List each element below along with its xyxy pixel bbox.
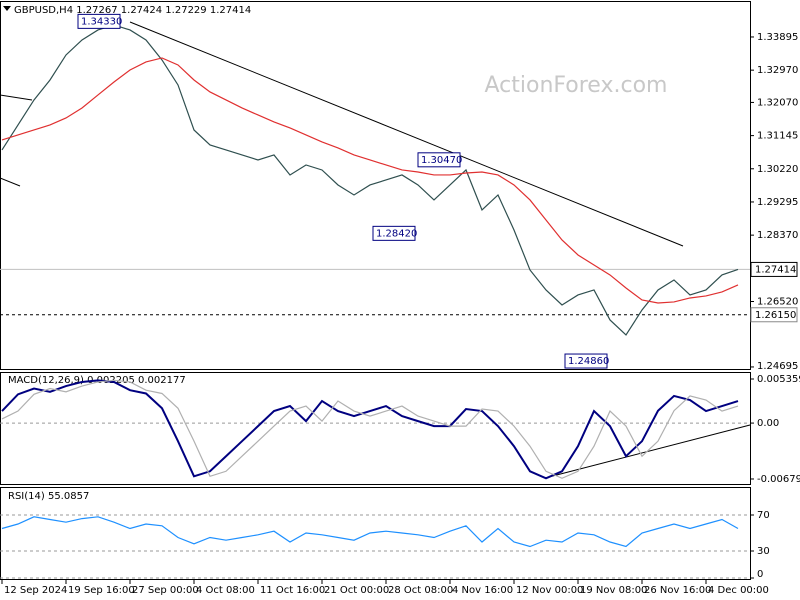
x-tick-label: 4 Oct 08:00 — [196, 585, 255, 596]
y-tick-label: 1.32970 — [757, 65, 798, 76]
y-tick-label: 1.29295 — [757, 197, 798, 208]
y-tick-label: 0 — [757, 569, 763, 580]
series-line — [1, 24, 739, 336]
y-tick-label: 1.28370 — [757, 230, 798, 241]
x-tick-label: 4 Nov 16:00 — [452, 585, 513, 596]
annotation-box — [417, 152, 461, 168]
series-line — [1, 379, 739, 480]
x-tick-label: 19 Sep 16:00 — [68, 585, 135, 596]
trend-line — [0, 94, 33, 101]
series-line — [1, 57, 739, 304]
y-tick-label: 1.31145 — [757, 131, 798, 142]
y-tick-label: 0.005359 — [757, 374, 800, 385]
y-tick-label: 1.32070 — [757, 97, 798, 108]
price-frame — [0, 1, 751, 370]
annotation-box — [77, 13, 121, 29]
annotation-label: 1.24860 — [568, 356, 609, 367]
y-tick-label: 1.24695 — [757, 361, 798, 372]
x-tick-label: 28 Oct 08:00 — [388, 585, 453, 596]
x-tick-label: 4 Dec 00:00 — [708, 585, 769, 596]
x-tick-label: 11 Oct 16:00 — [260, 585, 325, 596]
x-tick-label: 19 Nov 08:00 — [580, 585, 647, 596]
y-tick-label: 30 — [757, 546, 770, 557]
y-tick-label: -0.006798 — [757, 474, 800, 485]
annotation-box — [372, 225, 416, 241]
annotation-box — [564, 353, 608, 369]
series-line — [1, 516, 739, 548]
y-tick-label: 1.26520 — [757, 296, 798, 307]
trend-line — [129, 21, 684, 247]
rsi-title: RSI(14) 55.0857 — [8, 491, 89, 502]
x-tick-label: 12 Nov 00:00 — [516, 585, 583, 596]
x-tick-label: 27 Sep 00:00 — [132, 585, 199, 596]
macd-frame — [0, 372, 751, 485]
watermark: ActionForex.com — [485, 73, 668, 98]
y-tick-label: 0.00 — [757, 418, 779, 429]
y-tick-label: 1.30220 — [757, 164, 798, 175]
annotation-label: 1.28420 — [376, 228, 417, 239]
x-tick-label: 21 Oct 00:00 — [324, 585, 389, 596]
trend-line — [0, 177, 21, 187]
x-tick-label: 12 Sep 2024 — [4, 585, 67, 596]
chart-title: GBPUSD,H4 1.27267 1.27424 1.27229 1.2741… — [14, 5, 251, 16]
y-tick-label: 1.33895 — [757, 32, 798, 43]
price-label-box — [750, 261, 798, 277]
price-label: 1.26150 — [755, 310, 796, 321]
price-label-box — [750, 307, 798, 323]
annotation-label: 1.30470 — [421, 155, 462, 166]
rsi-frame — [0, 487, 751, 580]
menu-arrow — [3, 6, 11, 11]
x-tick-label: 26 Nov 16:00 — [644, 585, 711, 596]
price-label: 1.27414 — [755, 264, 796, 275]
series-line — [1, 379, 739, 479]
y-tick-label: 70 — [757, 510, 770, 521]
annotation-label: 1.34330 — [81, 16, 122, 27]
